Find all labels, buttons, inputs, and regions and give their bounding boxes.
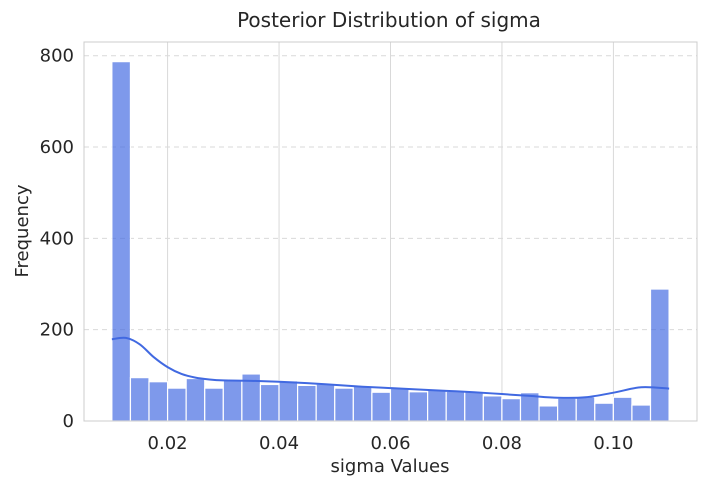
histogram-bar <box>501 398 522 422</box>
y-tick-label: 400 <box>40 228 74 249</box>
chart-title: Posterior Distribution of sigma <box>237 8 541 32</box>
histogram-bar <box>649 288 670 422</box>
histogram-bar <box>111 61 132 422</box>
y-axis-label: Frequency <box>12 184 33 277</box>
histogram-bar <box>538 405 559 422</box>
histogram-bar <box>185 377 206 422</box>
histogram-bar <box>222 379 243 422</box>
histogram-bar <box>631 404 652 422</box>
grid-lines <box>84 42 697 421</box>
histogram-bar <box>129 377 150 422</box>
histogram-bar <box>259 383 280 422</box>
histogram-bar <box>148 381 169 422</box>
histogram-bar <box>612 396 633 422</box>
x-axis-ticks: 0.02 0.04 0.06 0.08 0.10 <box>148 433 634 454</box>
histogram-bar <box>389 387 410 422</box>
histogram-bar <box>334 387 354 422</box>
x-tick-label: 0.08 <box>482 433 522 454</box>
kde-curve <box>111 336 670 399</box>
histogram-bar <box>408 391 429 422</box>
plot-frame <box>83 41 698 422</box>
y-tick-label: 600 <box>40 137 74 158</box>
histogram-bar <box>315 383 336 422</box>
histogram-bar <box>352 385 373 422</box>
x-tick-label: 0.02 <box>148 433 188 454</box>
histogram-bar <box>557 397 577 422</box>
histogram-bar <box>427 389 447 422</box>
histogram-bars <box>111 61 670 422</box>
x-tick-label: 0.04 <box>259 433 299 454</box>
histogram-bar <box>575 396 596 422</box>
x-tick-label: 0.06 <box>370 433 410 454</box>
histogram-bar <box>371 391 392 422</box>
histogram-bar <box>594 402 614 422</box>
y-tick-label: 200 <box>40 320 74 341</box>
histogram-bar <box>464 391 484 422</box>
y-axis-ticks: 0 200 400 600 800 <box>40 46 74 432</box>
histogram-bar <box>166 387 187 422</box>
histogram-bar <box>297 384 317 422</box>
histogram-bar <box>278 380 299 422</box>
x-tick-label: 0.10 <box>593 433 633 454</box>
histogram-bar <box>204 387 224 422</box>
y-tick-label: 800 <box>40 46 74 67</box>
histogram-bar <box>445 390 466 422</box>
x-axis-label: sigma Values <box>331 456 450 477</box>
y-tick-label: 0 <box>63 411 74 432</box>
histogram-bar <box>482 395 503 422</box>
